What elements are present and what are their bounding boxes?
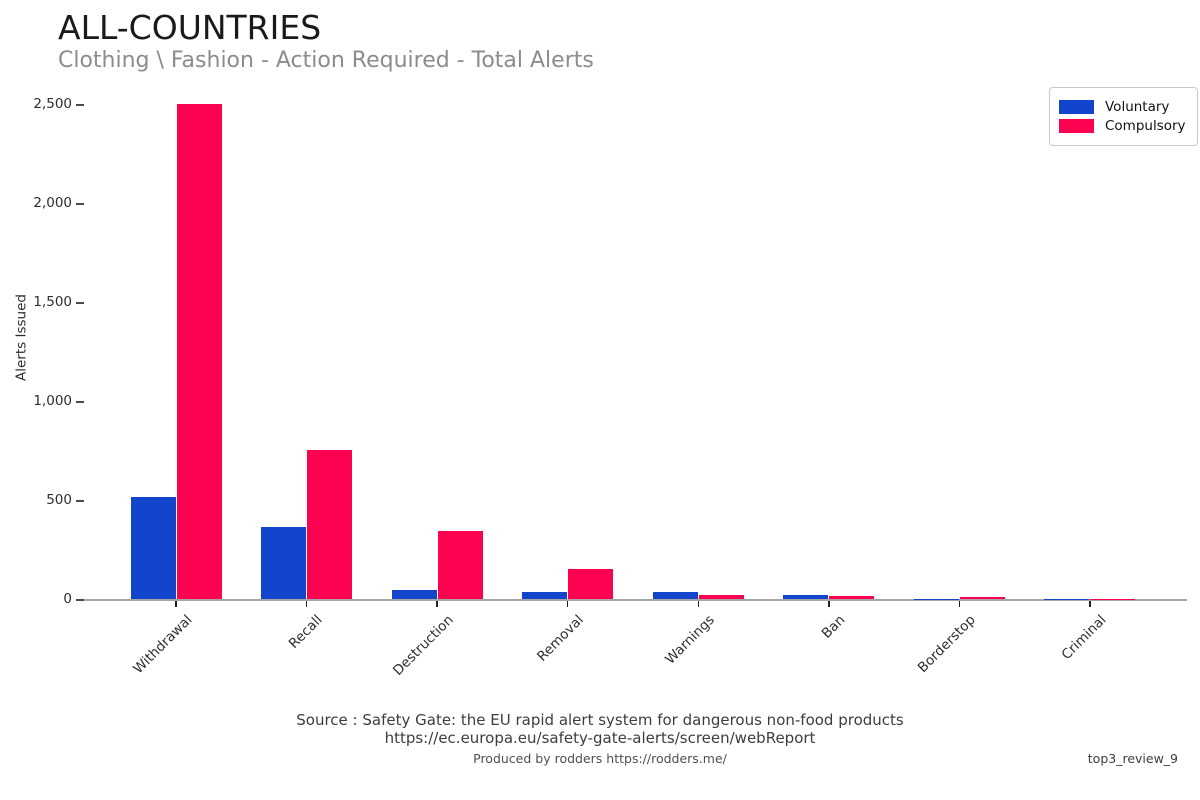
bar-voluntary-withdrawal — [130, 496, 176, 599]
legend: Voluntary Compulsory — [1049, 87, 1198, 146]
y-tick-mark — [76, 400, 84, 403]
source-line-1: Source : Safety Gate: the EU rapid alert… — [296, 711, 904, 729]
legend-item-compulsory: Compulsory — [1059, 118, 1186, 134]
y-tick-label: 0 — [63, 591, 72, 607]
x-tick-label-destruction: Destruction — [389, 612, 457, 679]
legend-label-compulsory: Compulsory — [1105, 118, 1186, 134]
y-tick-mark — [76, 599, 84, 601]
bar-compulsory-removal — [568, 569, 614, 599]
bar-compulsory-warnings — [698, 594, 744, 599]
x-tick-label-warnings: Warnings — [662, 612, 718, 668]
x-tick-label-withdrawal: Withdrawal — [130, 612, 196, 678]
watermark: top3_review_9 — [1087, 751, 1178, 766]
legend-swatch-compulsory — [1059, 119, 1094, 133]
x-tick-mark — [566, 601, 569, 607]
x-tick-mark — [436, 601, 438, 607]
x-tick-label-removal: Removal — [534, 612, 588, 665]
y-tick-mark — [76, 103, 84, 106]
x-tick-label-recall: Recall — [286, 612, 326, 652]
y-tick-label: 1,000 — [33, 392, 72, 409]
y-tick-mark — [76, 499, 84, 502]
bar-voluntary-recall — [261, 526, 307, 599]
x-tick-mark — [697, 601, 700, 607]
source-line-2: https://ec.europa.eu/safety-gate-alerts/… — [384, 729, 816, 747]
bar-voluntary-destruction — [391, 590, 437, 599]
legend-label-voluntary: Voluntary — [1105, 99, 1170, 115]
bar-compulsory-ban — [829, 595, 875, 599]
legend-swatch-voluntary — [1059, 100, 1094, 114]
x-tick-label-ban: Ban — [818, 612, 849, 642]
x-tick-mark — [828, 601, 830, 607]
x-tick-mark — [175, 601, 177, 607]
bar-compulsory-destruction — [437, 530, 483, 599]
chart-subtitle: Clothing \ Fashion - Action Required - T… — [58, 48, 594, 73]
bar-compulsory-recall — [307, 450, 353, 599]
legend-item-voluntary: Voluntary — [1059, 99, 1186, 115]
bar-compulsory-withdrawal — [176, 103, 222, 599]
y-tick-label: 1,500 — [33, 293, 72, 310]
x-tick-mark — [1089, 601, 1091, 607]
chart-title: ALL-COUNTRIES — [58, 8, 322, 47]
x-tick-mark — [958, 601, 961, 607]
x-tick-mark — [305, 601, 308, 607]
x-axis-line — [84, 599, 1187, 601]
x-tick-label-criminal: Criminal — [1058, 612, 1110, 664]
bar-voluntary-ban — [783, 595, 829, 599]
produced-by: Produced by rodders https://rodders.me/ — [473, 751, 727, 766]
x-tick-label-borderstop: Borderstop — [914, 612, 979, 676]
bar-voluntary-warnings — [652, 592, 698, 599]
y-tick-mark — [76, 202, 84, 205]
y-tick-label: 500 — [46, 491, 72, 508]
bar-voluntary-removal — [522, 591, 568, 599]
y-tick-label: 2,000 — [33, 194, 72, 211]
y-tick-mark — [76, 301, 84, 304]
y-tick-label: 2,500 — [33, 95, 72, 112]
bar-compulsory-borderstop — [959, 597, 1005, 599]
